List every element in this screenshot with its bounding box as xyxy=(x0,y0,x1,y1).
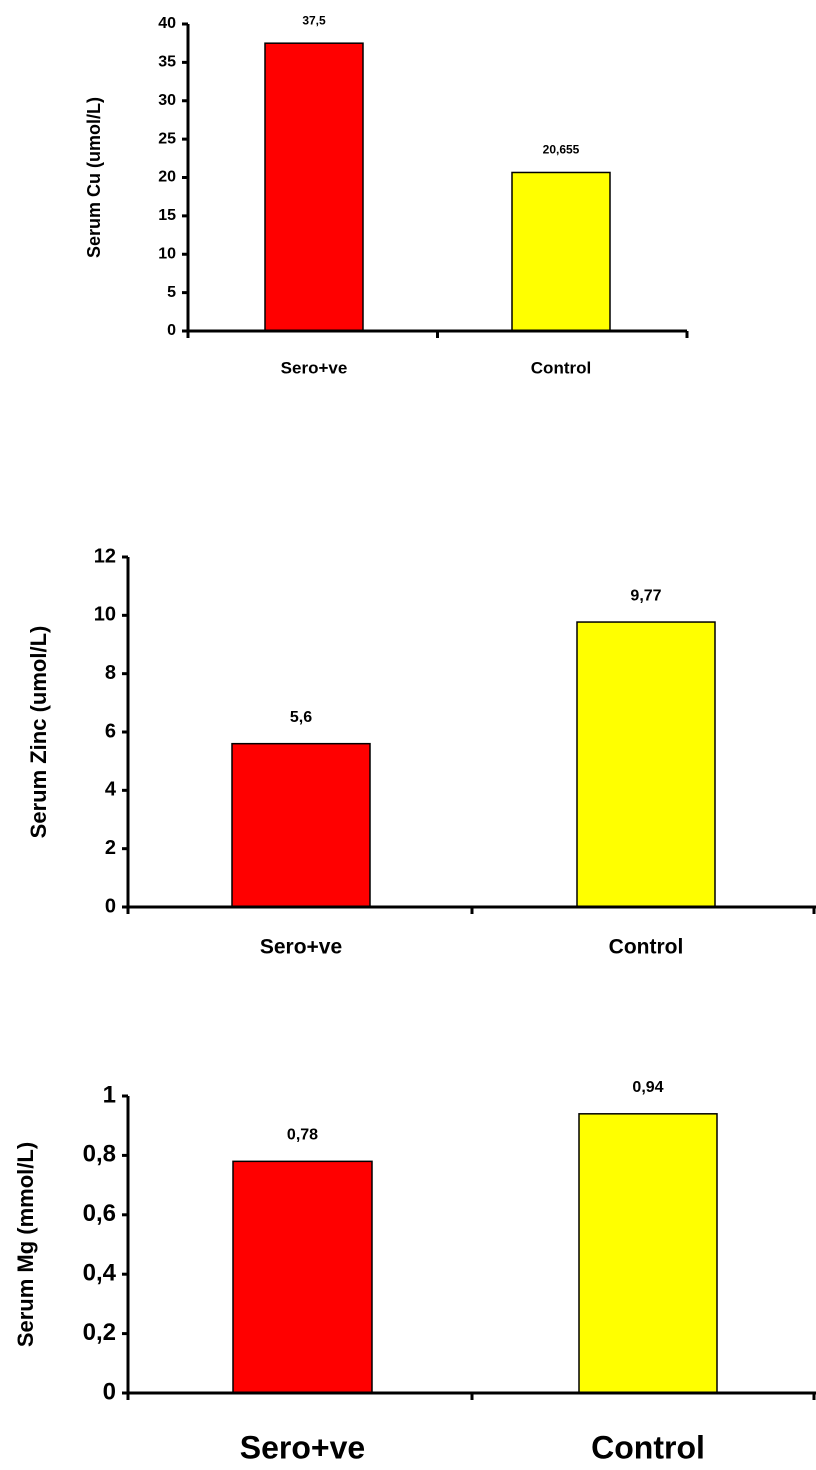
y-tick-label: 15 xyxy=(158,207,176,224)
x-tick-label: Control xyxy=(609,936,684,959)
bar xyxy=(232,1160,373,1394)
x-tick-label: Control xyxy=(531,358,591,377)
x-tick-label: Control xyxy=(591,1429,705,1465)
y-tick-label: 30 xyxy=(158,92,176,109)
y-tick-label: 8 xyxy=(105,662,116,684)
y-tick-label: 0 xyxy=(103,1378,116,1405)
y-tick-label: 0,4 xyxy=(83,1260,117,1287)
y-tick-label: 0 xyxy=(105,895,116,917)
value-label: 0,94 xyxy=(632,1079,663,1096)
y-axis-label: Serum Mg (mmol/L) xyxy=(13,1142,38,1347)
y-tick-label: 6 xyxy=(105,720,116,742)
y-tick-label: 10 xyxy=(94,604,116,626)
value-label: 0,78 xyxy=(287,1127,318,1144)
bar xyxy=(231,742,371,908)
y-tick-label: 0,2 xyxy=(83,1319,116,1346)
y-tick-label: 0 xyxy=(167,322,176,339)
y-tick-label: 10 xyxy=(158,245,176,262)
y-tick-label: 25 xyxy=(158,130,176,147)
y-tick-label: 40 xyxy=(158,15,176,32)
bar xyxy=(511,171,611,332)
y-tick-label: 1 xyxy=(103,1081,116,1108)
y-tick-label: 5 xyxy=(167,284,176,301)
y-tick-label: 0,8 xyxy=(83,1141,116,1168)
y-axis-label: Serum Zinc (umol/L) xyxy=(26,626,51,839)
bar xyxy=(578,1113,718,1394)
x-tick-label: Sero+ve xyxy=(281,358,348,377)
value-label: 37,5 xyxy=(302,13,326,27)
y-tick-label: 0,6 xyxy=(83,1200,116,1227)
y-tick-label: 12 xyxy=(94,545,116,567)
bar xyxy=(576,621,716,908)
y-tick-label: 2 xyxy=(105,837,116,859)
y-tick-label: 35 xyxy=(158,54,176,71)
value-label: 5,6 xyxy=(290,709,312,726)
x-tick-label: Sero+ve xyxy=(240,1429,365,1465)
x-tick-label: Sero+ve xyxy=(260,936,342,959)
bar xyxy=(264,42,364,332)
y-axis-label: Serum Cu (umol/L) xyxy=(84,97,104,258)
y-tick-label: 20 xyxy=(158,169,176,186)
y-tick-label: 4 xyxy=(105,779,117,801)
value-label: 9,77 xyxy=(630,587,661,604)
value-label: 20,655 xyxy=(543,143,580,157)
